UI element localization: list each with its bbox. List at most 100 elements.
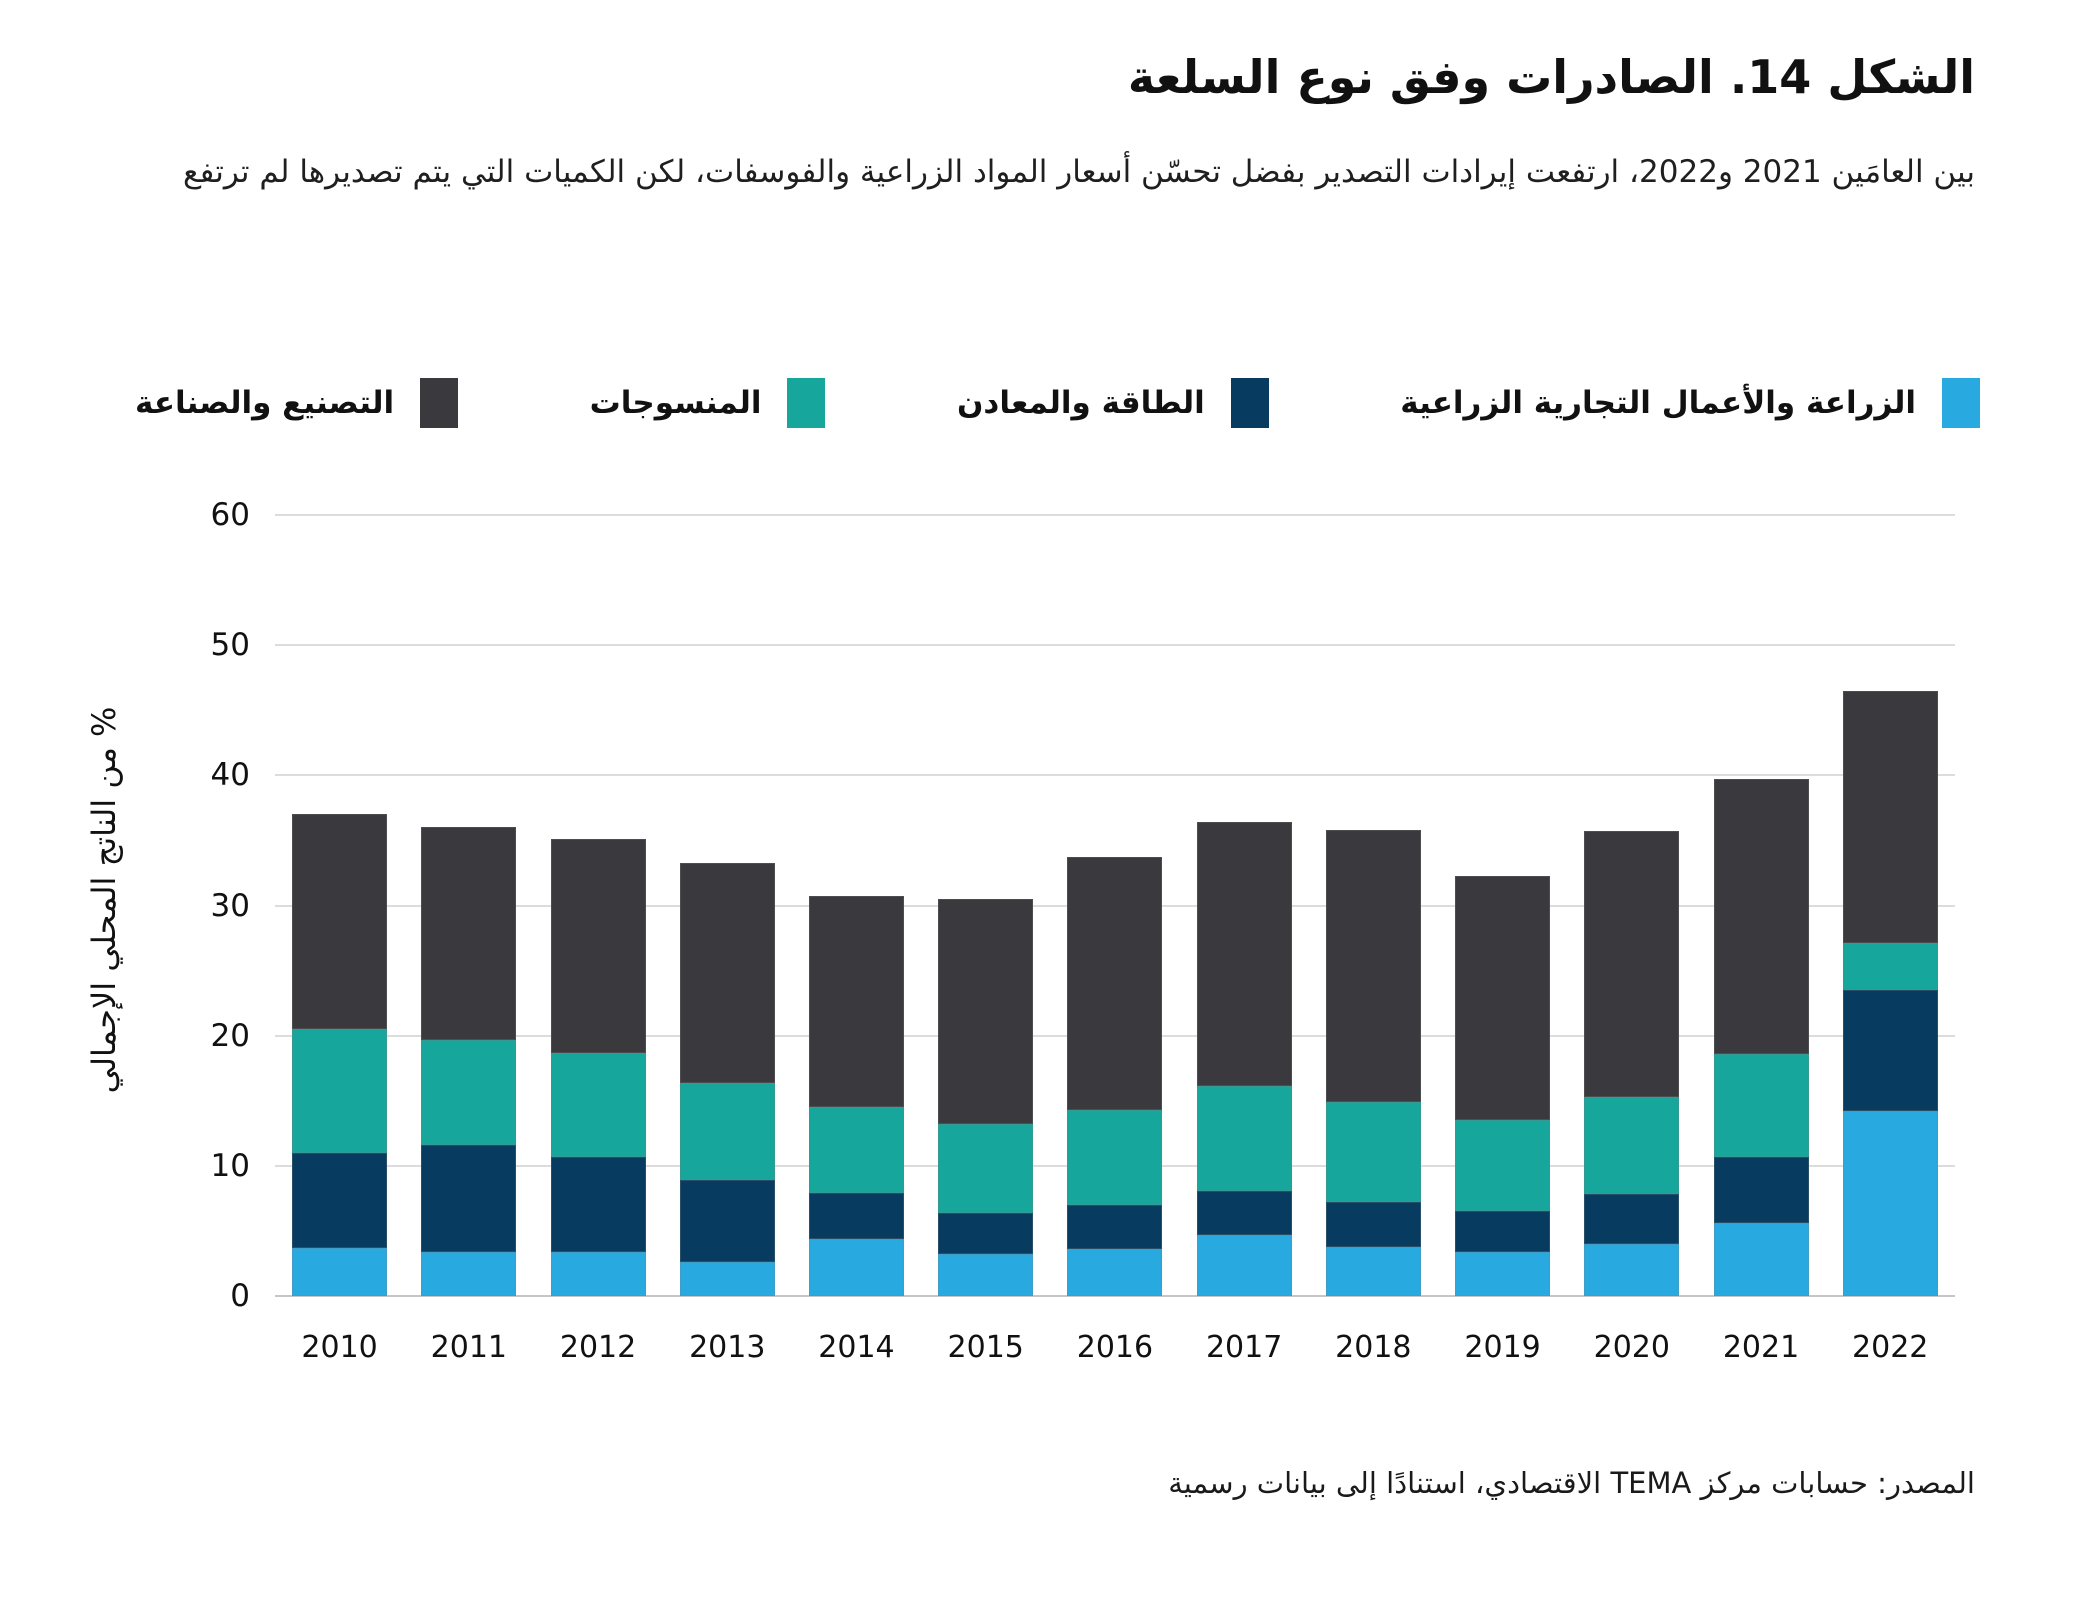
- x-tick-label: 2020: [1593, 1330, 1670, 1365]
- bar-segment: [938, 899, 1034, 1125]
- x-axis-labels: 2010 2011 2012 2013 2014 2015 2016 2017 2018 2019…: [275, 1330, 1955, 1365]
- bar-segment: [1067, 1204, 1163, 1250]
- bar-segment: [1325, 1102, 1421, 1203]
- bar-segment: [292, 1152, 388, 1248]
- gridline: [275, 644, 1955, 647]
- bar-segment: [550, 839, 646, 1053]
- bar-segment: [938, 1254, 1034, 1296]
- bar-segment: [421, 827, 517, 1040]
- bar-segment: [550, 1156, 646, 1252]
- bar-segment: [1842, 1111, 1938, 1296]
- x-tick-label: 2021: [1722, 1330, 1800, 1365]
- x-tick-label: 2022: [1852, 1330, 1929, 1365]
- legend-swatch-icon: [420, 378, 459, 428]
- stacked-bar-2015: [938, 899, 1034, 1296]
- x-tick-label: 2016: [1076, 1330, 1154, 1365]
- bar-segment: [1196, 1086, 1292, 1191]
- bar-segment: [1455, 875, 1551, 1121]
- bar-segment: [679, 1180, 775, 1263]
- legend-label: الطاقة والمعادن: [956, 385, 1205, 421]
- bar-segment: [1067, 1249, 1163, 1296]
- stacked-bar-2010: [292, 814, 388, 1296]
- legend-swatch-icon: [1942, 378, 1980, 428]
- bar-segment: [1842, 690, 1938, 944]
- stacked-bar-2014: [808, 896, 904, 1296]
- bar-segment: [679, 1082, 775, 1181]
- bar-segment: [1713, 1223, 1809, 1296]
- bar-segment: [1325, 1202, 1421, 1247]
- x-tick-label: 2011: [430, 1330, 507, 1365]
- stacked-bar-2021: [1713, 779, 1809, 1296]
- x-tick-label: 2014: [818, 1330, 895, 1365]
- legend-swatch-icon: [787, 378, 826, 428]
- legend-label: التصنيع والصناعة: [135, 385, 395, 421]
- legend-label: الزراعة والأعمال التجارية الزراعية: [1400, 385, 1916, 421]
- stacked-bar-2018: [1325, 830, 1421, 1296]
- y-tick-label: 20: [210, 1017, 250, 1054]
- bar-segment: [1713, 1156, 1809, 1224]
- bar-segment: [550, 1251, 646, 1296]
- bar-segment: [808, 1107, 904, 1194]
- y-tick-label: 60: [210, 497, 250, 533]
- bars-container: [275, 515, 1955, 1296]
- stacked-bar-2020: [1584, 831, 1680, 1296]
- bar-segment: [808, 1193, 904, 1239]
- bar-segment: [421, 1039, 517, 1146]
- gridline: [275, 774, 1955, 777]
- stacked-bar-2011: [421, 827, 517, 1296]
- gridline: [275, 514, 1955, 516]
- figure-subtitle: بين العامَين 2021 و2022، ارتفعت إيرادات …: [183, 154, 1975, 190]
- bar-segment: [421, 1251, 517, 1296]
- x-tick-label: 2017: [1205, 1330, 1283, 1365]
- bar-segment: [1196, 822, 1292, 1087]
- legend-item: الزراعة والأعمال التجارية الزراعية: [1400, 378, 1980, 428]
- y-tick-label: 30: [210, 887, 250, 924]
- bar-segment: [938, 1124, 1034, 1213]
- bar-segment: [1325, 830, 1421, 1103]
- legend-item: المنسوجات: [590, 378, 826, 428]
- bar-segment: [1455, 1251, 1551, 1296]
- x-tick-label: 2018: [1335, 1330, 1412, 1365]
- bar-segment: [421, 1145, 517, 1252]
- y-tick-label: 0: [230, 1278, 250, 1314]
- bar-segment: [1842, 943, 1938, 991]
- bar-segment: [550, 1052, 646, 1157]
- bar-segment: [808, 1238, 904, 1296]
- x-tick-label: 2012: [559, 1330, 637, 1365]
- bar-segment: [1713, 1053, 1809, 1157]
- y-axis-title: % من الناتج المحلي الإجمالي: [85, 706, 123, 1094]
- plot-area: [275, 514, 1955, 1297]
- bar-segment: [1584, 1243, 1680, 1296]
- bar-segment: [938, 1212, 1034, 1255]
- x-axis-line: [275, 1295, 1955, 1297]
- y-tick-label: 10: [210, 1147, 250, 1184]
- bar-segment: [1325, 1246, 1421, 1296]
- x-tick-label: 2010: [301, 1330, 378, 1365]
- bar-segment: [808, 896, 904, 1108]
- source-note: المصدر: حسابات مركز TEMA الاقتصادي، استن…: [1168, 1466, 1975, 1500]
- y-tick-label: 40: [210, 757, 250, 794]
- bar-segment: [1584, 1096, 1680, 1195]
- bar-segment: [1455, 1120, 1551, 1212]
- figure-title: الشكل 14. الصادرات وفق نوع السلعة: [1127, 50, 1975, 104]
- stacked-bar-2013: [679, 862, 775, 1296]
- bar-segment: [1067, 1109, 1163, 1205]
- stacked-bar-2017: [1196, 822, 1292, 1296]
- chart-legend: الزراعة والأعمال التجارية الزراعية الطاقة…: [135, 378, 1980, 428]
- bar-segment: [292, 814, 388, 1030]
- bar-segment: [292, 1247, 388, 1296]
- stacked-bar-2012: [550, 839, 646, 1296]
- bar-segment: [1842, 990, 1938, 1112]
- x-tick-label: 2013: [689, 1330, 766, 1365]
- x-tick-label: 2019: [1464, 1330, 1541, 1365]
- legend-swatch-icon: [1230, 378, 1269, 428]
- bar-segment: [679, 1262, 775, 1296]
- stacked-bar-2019: [1455, 875, 1551, 1296]
- bar-segment: [1584, 1194, 1680, 1244]
- bar-segment: [1713, 779, 1809, 1054]
- x-tick-label: 2015: [947, 1330, 1024, 1365]
- bar-segment: [1584, 831, 1680, 1097]
- bar-segment: [292, 1029, 388, 1153]
- bar-segment: [1196, 1190, 1292, 1235]
